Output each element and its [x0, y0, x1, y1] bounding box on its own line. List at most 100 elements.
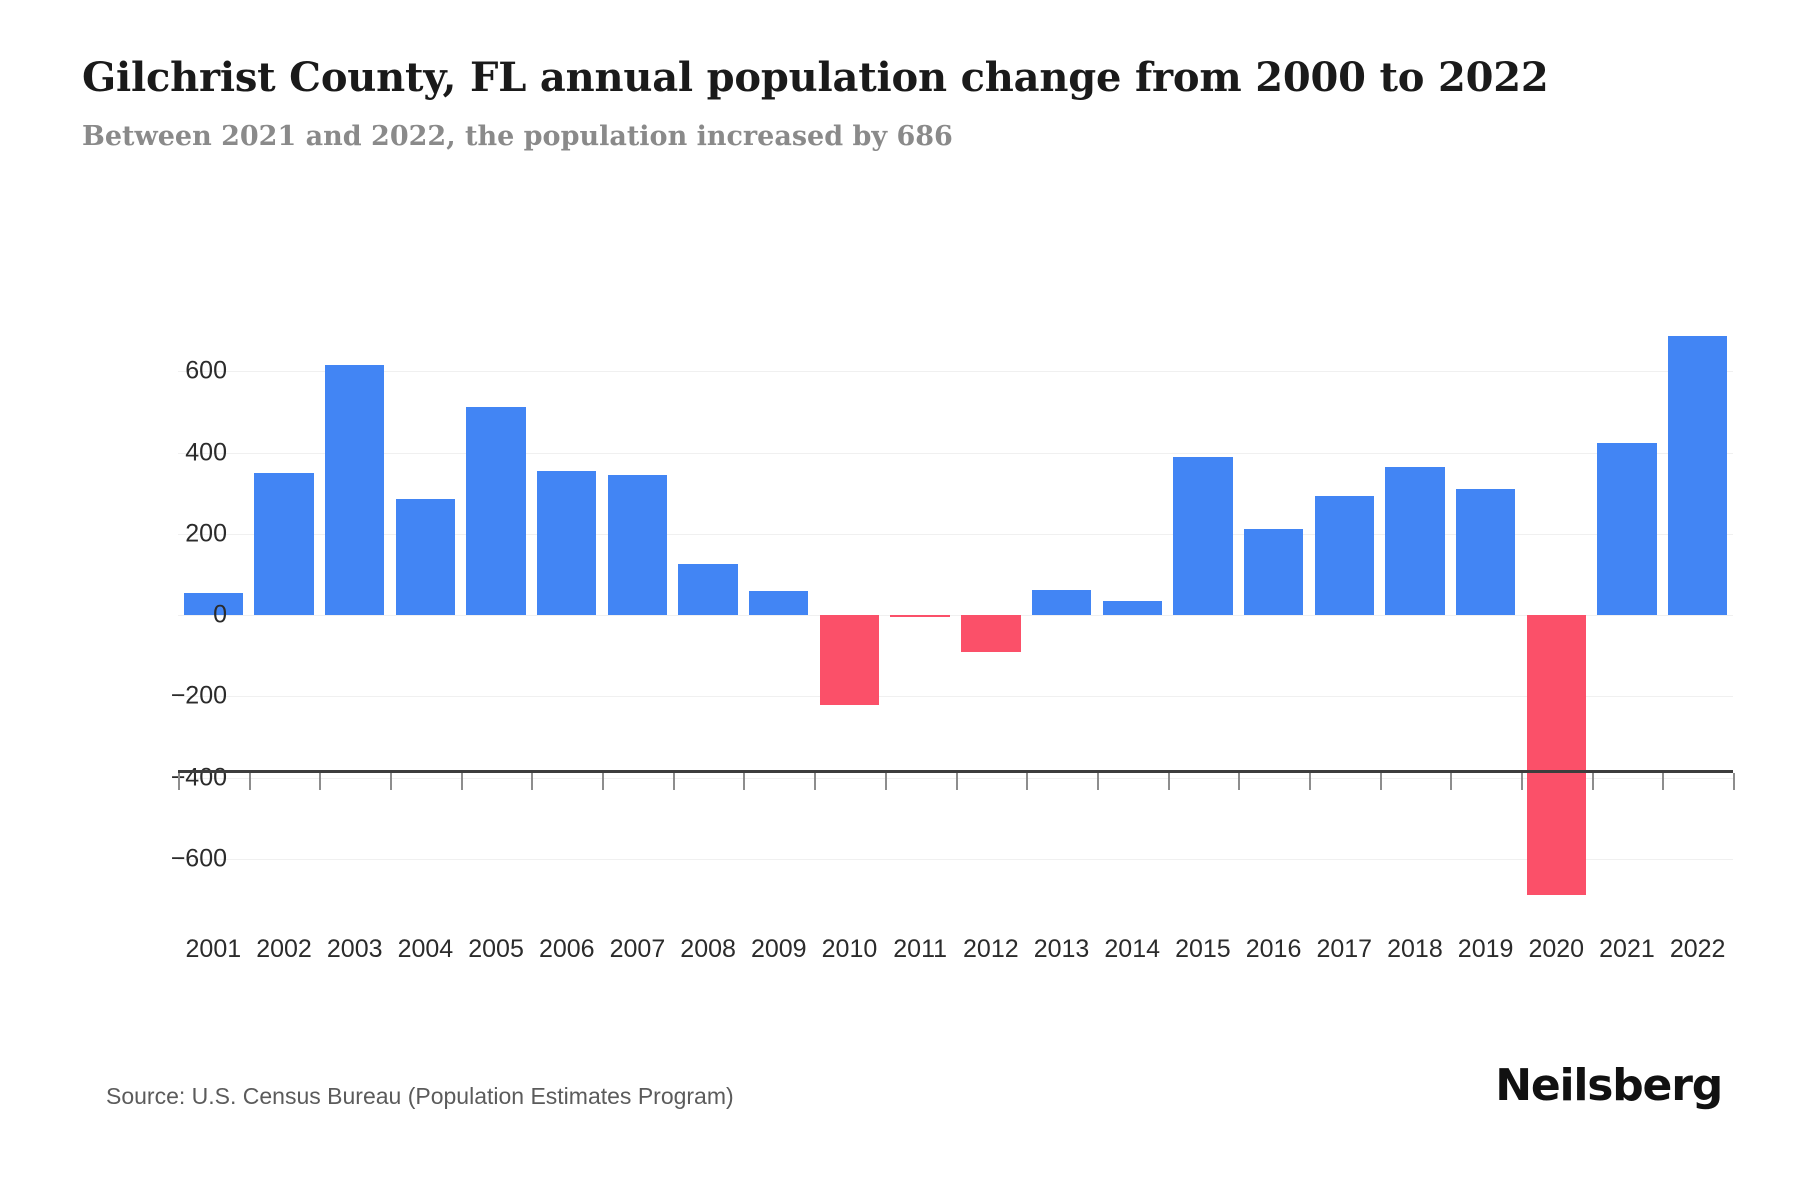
x-axis-tickmark — [602, 773, 605, 790]
bar-slot[interactable] — [673, 290, 744, 940]
bar-slot[interactable] — [1168, 290, 1239, 940]
bar-slot[interactable] — [1097, 290, 1168, 940]
x-axis-tick-label-2002: 2002 — [256, 935, 312, 963]
x-axis-tick-label-2012: 2012 — [963, 935, 1019, 963]
chart-header: Gilchrist County, FL annual population c… — [82, 52, 1722, 156]
bar-2010[interactable] — [819, 615, 880, 705]
x-axis-tickmark — [1662, 773, 1665, 790]
x-axis-tickmark — [531, 773, 534, 790]
x-axis-tick-label-2001: 2001 — [185, 935, 242, 963]
bar-slot[interactable] — [319, 290, 390, 940]
x-axis-tick-label-2018: 2018 — [1387, 935, 1443, 963]
bar-slot[interactable] — [1026, 290, 1097, 940]
x-axis-tickmark — [1167, 773, 1170, 790]
bar-2014[interactable] — [1102, 600, 1162, 615]
bar-2020[interactable] — [1526, 615, 1586, 896]
bar-slot[interactable] — [743, 290, 814, 940]
y-axis-tick-label: 200 — [185, 519, 227, 548]
bar-2007[interactable] — [607, 474, 668, 615]
chart-subtitle: Between 2021 and 2022, the population in… — [82, 121, 953, 152]
y-axis-tick-label: −200 — [170, 681, 227, 710]
gridline — [178, 696, 1733, 698]
x-axis-tick-label-2010: 2010 — [821, 935, 878, 963]
bar-2002[interactable] — [254, 472, 314, 615]
bar-slot[interactable] — [390, 290, 461, 940]
x-axis-tick-label-2011: 2011 — [893, 935, 948, 963]
x-axis-tickmark — [955, 773, 958, 790]
bar-slot[interactable] — [1592, 290, 1663, 940]
bar-2017[interactable] — [1314, 496, 1374, 615]
bar-2016[interactable] — [1243, 528, 1304, 615]
bar-slot[interactable] — [1238, 290, 1309, 940]
bar-2001[interactable] — [183, 592, 243, 615]
bar-slot[interactable] — [178, 290, 249, 940]
bar-2018[interactable] — [1385, 466, 1445, 615]
page-title: Gilchrist County, FL annual population c… — [82, 54, 1549, 101]
bar-2012[interactable] — [961, 615, 1021, 652]
bar-2021[interactable] — [1597, 443, 1657, 615]
x-axis-tick-label-2020: 2020 — [1528, 935, 1585, 963]
x-axis-tickmark — [1591, 773, 1594, 790]
x-axis-tickmark — [1379, 773, 1382, 790]
bar-slot[interactable] — [531, 290, 602, 940]
bar-2004[interactable] — [395, 499, 456, 615]
zero-line — [178, 615, 1733, 616]
bar-2015[interactable] — [1173, 457, 1233, 615]
x-axis-tick-label-2015: 2015 — [1175, 935, 1231, 963]
bar-2011[interactable] — [890, 615, 950, 618]
x-axis-tickmark — [1026, 773, 1029, 790]
x-axis-line — [178, 770, 1733, 773]
x-axis-tick-label-2007: 2007 — [609, 935, 666, 963]
gridline — [178, 371, 1733, 373]
bar-2022[interactable] — [1667, 336, 1728, 615]
x-axis-tick-label-2009: 2009 — [750, 935, 807, 963]
bar-slot[interactable] — [1521, 290, 1592, 940]
bar-2006[interactable] — [537, 470, 597, 615]
x-axis-tick-label-2019: 2019 — [1457, 935, 1514, 963]
bar-slot[interactable] — [1380, 290, 1451, 940]
x-axis-tickmark — [319, 773, 322, 790]
x-axis-tickmark — [1733, 773, 1735, 790]
bar-2009[interactable] — [749, 590, 809, 615]
y-axis-tick-label: 600 — [185, 356, 227, 385]
x-axis-tickmark — [1520, 773, 1523, 790]
bar-2003[interactable] — [325, 364, 385, 615]
plot-canvas — [178, 290, 1733, 940]
x-axis-tick-label-2016: 2016 — [1245, 935, 1302, 963]
bar-slot[interactable] — [1662, 290, 1733, 940]
bar-slot[interactable] — [956, 290, 1027, 940]
x-axis-tick-label-2008: 2008 — [680, 935, 736, 963]
x-axis-tickmark — [1450, 773, 1453, 790]
x-axis-tickmark — [884, 773, 887, 790]
x-axis-tick-label-2014: 2014 — [1104, 935, 1161, 963]
x-axis-tick-label-2004: 2004 — [397, 935, 454, 963]
bar-slot[interactable] — [1309, 290, 1380, 940]
x-axis-tickmark — [1308, 773, 1311, 790]
bar-2008[interactable] — [678, 563, 738, 615]
chart-plot-area: 600 400 200 0 −200 −400 −600 — [0, 230, 1800, 910]
bar-2005[interactable] — [466, 407, 526, 615]
bar-slot[interactable] — [461, 290, 532, 940]
bar-2013[interactable] — [1031, 589, 1092, 615]
x-axis-tickmark — [1238, 773, 1241, 790]
x-axis-tickmark — [460, 773, 463, 790]
x-axis-tick-label-2017: 2017 — [1316, 935, 1373, 963]
x-axis-tick-label-2006: 2006 — [538, 935, 595, 963]
bar-slot[interactable] — [814, 290, 885, 940]
x-axis-tickmark — [814, 773, 817, 790]
x-axis-tick-label-2022: 2022 — [1669, 935, 1726, 963]
bar-slot[interactable] — [885, 290, 956, 940]
bar-slot[interactable] — [249, 290, 320, 940]
x-axis-tickmark — [248, 773, 251, 790]
y-axis-tick-label: −600 — [170, 844, 227, 873]
source-note: Source: U.S. Census Bureau (Population E… — [106, 1083, 734, 1109]
bars-group — [178, 290, 1733, 940]
y-axis-tick-label: 0 — [213, 600, 227, 629]
x-axis-tick-label-2013: 2013 — [1033, 935, 1090, 963]
bar-slot[interactable] — [602, 290, 673, 940]
x-axis-tick-label-2003: 2003 — [326, 935, 383, 963]
bar-2019[interactable] — [1455, 489, 1516, 615]
x-axis-tickmark — [390, 773, 393, 790]
bar-slot[interactable] — [1450, 290, 1521, 940]
